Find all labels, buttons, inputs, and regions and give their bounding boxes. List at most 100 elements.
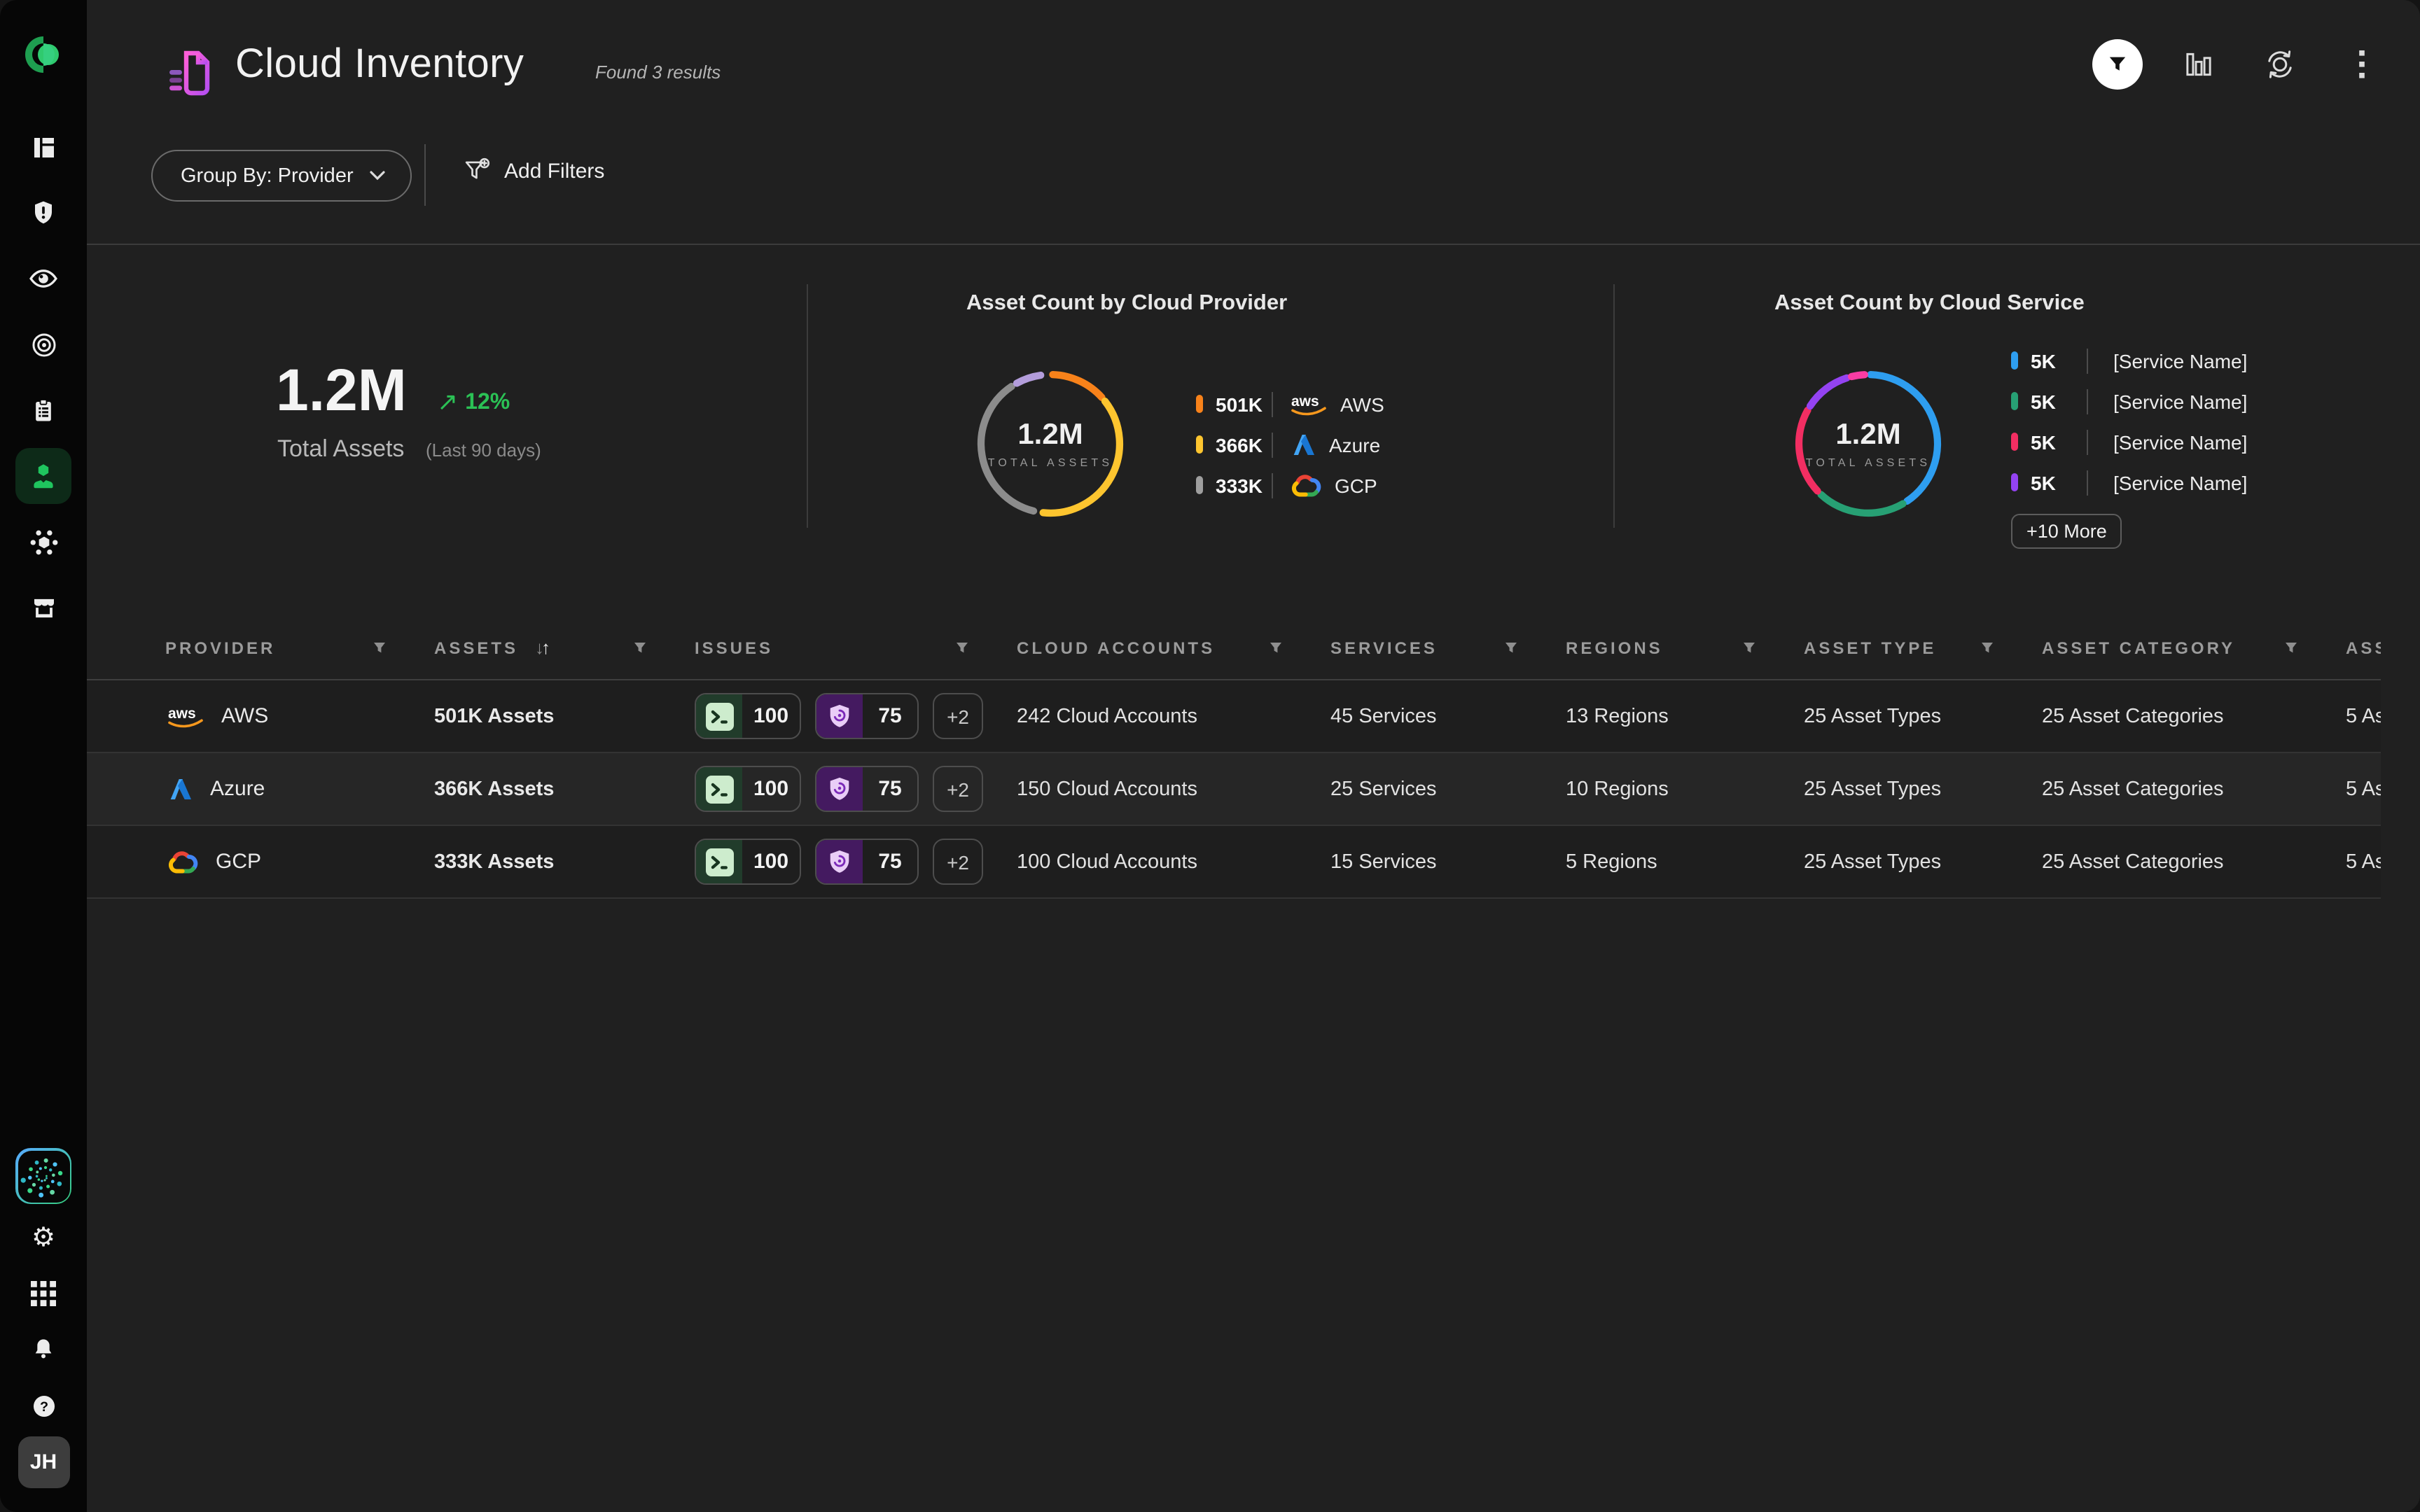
provider-donut[interactable]: 1.2M TOTAL ASSETS <box>972 365 1129 522</box>
sidebar-item-settings[interactable]: ⚙ <box>15 1210 71 1266</box>
column-header-assets-truncated[interactable]: ASS <box>2346 638 2381 657</box>
filter-icon <box>2109 57 2126 71</box>
service-chart-title: Asset Count by Cloud Service <box>1774 291 2085 315</box>
gear-icon: ⚙ <box>31 1223 56 1252</box>
ai-spiral-icon <box>20 1158 63 1198</box>
shield-spiral-icon <box>816 840 863 883</box>
table-row-aws[interactable]: aws AWS 501K Assets 100 <box>87 680 2381 753</box>
legend-swatch <box>2011 351 2018 370</box>
issue-badge-shield[interactable]: 75 <box>815 766 919 812</box>
filter-funnel-icon[interactable] <box>1742 640 1756 654</box>
sync-button[interactable] <box>2255 39 2305 90</box>
sort-toggle-icon[interactable]: ↓↑ <box>535 637 550 658</box>
user-avatar[interactable]: JH <box>15 1434 71 1490</box>
page-header: Cloud Inventory Found 3 results <box>87 0 2420 148</box>
column-header-asset-category[interactable]: ASSET CATEGORY <box>2042 638 2346 657</box>
issue-badge-more[interactable]: +2 <box>933 839 983 885</box>
filter-funnel-icon[interactable] <box>2284 640 2298 654</box>
filter-funnel-icon[interactable] <box>1269 640 1283 654</box>
sidebar-item-compliance[interactable] <box>15 382 71 438</box>
column-header-cloud-accounts[interactable]: CLOUD ACCOUNTS <box>1017 638 1330 657</box>
service-donut[interactable]: 1.2M TOTAL ASSETS <box>1790 365 1947 522</box>
azure-logo <box>170 778 191 799</box>
regions-cell: 13 Regions <box>1566 705 1669 727</box>
sidebar-item-help[interactable]: ? <box>15 1378 71 1434</box>
issue-badge-terminal[interactable]: 100 <box>695 839 802 885</box>
issue-badge-shield[interactable]: 75 <box>815 839 919 885</box>
services-cell: 45 Services <box>1330 705 1437 727</box>
issue-badge-shield[interactable]: 75 <box>815 693 919 739</box>
filter-toggle-button[interactable] <box>2092 39 2143 90</box>
column-header-regions[interactable]: REGIONS <box>1566 638 1804 657</box>
column-header-asset-type[interactable]: ASSET TYPE <box>1804 638 2042 657</box>
asset-category-cell: 25 Asset Categories <box>2042 850 2224 873</box>
total-assets-label: Total Assets <box>277 435 405 462</box>
services-cell: 25 Services <box>1330 778 1437 800</box>
dashboard-icon <box>34 137 53 157</box>
sidebar-item-dashboard[interactable] <box>15 119 71 175</box>
shield-spiral-icon <box>816 694 863 738</box>
more-menu-button[interactable] <box>2336 39 2386 90</box>
results-count: Found 3 results <box>595 62 721 83</box>
filter-funnel-icon[interactable] <box>955 640 969 654</box>
clipboard-icon <box>36 398 51 421</box>
sidebar-item-threats[interactable] <box>15 514 71 570</box>
chart-divider-2 <box>1613 284 1615 528</box>
issue-badge-terminal[interactable]: 100 <box>695 693 802 739</box>
sidebar-item-visibility[interactable] <box>15 251 71 307</box>
issue-badge-terminal[interactable]: 100 <box>695 766 802 812</box>
svg-text:?: ? <box>39 1399 48 1414</box>
add-filters-label: Add Filters <box>504 160 605 183</box>
filter-funnel-icon[interactable] <box>373 640 387 654</box>
asset-type-cell: 25 Asset Types <box>1804 778 1942 800</box>
sidebar-item-inventory-active[interactable] <box>15 448 71 504</box>
table-row-gcp[interactable]: GCP 333K Assets 100 75 <box>87 826 2381 899</box>
sidebar-item-notifications[interactable] <box>15 1322 71 1378</box>
inventory-icon <box>34 464 53 489</box>
section-divider <box>87 244 2420 245</box>
chart-view-button[interactable] <box>2174 39 2224 90</box>
assets-cell: 366K Assets <box>434 778 555 800</box>
table-row-azure[interactable]: Azure 366K Assets 100 75 <box>87 753 2381 826</box>
shield-spiral-icon <box>816 767 863 811</box>
group-by-dropdown[interactable]: Group By: Provider <box>151 150 412 202</box>
add-filters-button[interactable]: Add Filters <box>462 157 604 186</box>
provider-cell: Azure <box>165 775 434 803</box>
help-icon: ? <box>32 1394 55 1417</box>
table-header: PROVIDER ASSETS ↓↑ ISSUES CLOUD ACCOUNTS <box>87 616 2381 680</box>
assets-cell: 333K Assets <box>434 850 555 873</box>
issue-badge-more[interactable]: +2 <box>933 766 983 812</box>
sidebar-item-scope[interactable] <box>15 316 71 372</box>
filter-funnel-icon[interactable] <box>633 640 647 654</box>
ai-assistant-button[interactable] <box>15 1148 71 1204</box>
assets-cell: 501K Assets <box>434 705 555 727</box>
group-by-label: Group By: Provider <box>181 164 354 187</box>
main-area: Cloud Inventory Found 3 results <box>87 0 2420 1512</box>
inventory-table: PROVIDER ASSETS ↓↑ ISSUES CLOUD ACCOUNTS <box>87 616 2381 899</box>
filter-funnel-icon[interactable] <box>1504 640 1518 654</box>
legend-more-button[interactable]: +10 More <box>2011 514 2122 549</box>
legend-swatch <box>2011 433 2018 451</box>
column-header-services[interactable]: SERVICES <box>1330 638 1566 657</box>
brand-logo[interactable] <box>15 27 71 83</box>
column-header-assets[interactable]: ASSETS ↓↑ <box>434 637 695 658</box>
legend-item-service-3: 5K [Service Name] <box>2011 421 2247 462</box>
header-actions <box>2092 39 2386 90</box>
column-header-provider[interactable]: PROVIDER <box>165 638 434 657</box>
filter-funnel-icon[interactable] <box>1980 640 1994 654</box>
filter-plus-icon <box>465 158 490 179</box>
sidebar-item-marketplace[interactable] <box>15 580 71 636</box>
provider-chart-title: Asset Count by Cloud Provider <box>966 291 1288 315</box>
apps-grid-icon <box>31 1281 56 1306</box>
sidebar-item-apps[interactable] <box>15 1266 71 1322</box>
column-header-issues[interactable]: ISSUES <box>695 638 1017 657</box>
trend-up-icon: ↗ <box>437 388 459 416</box>
sidebar-item-alerts[interactable] <box>15 185 71 241</box>
legend-item-service-1: 5K [Service Name] <box>2011 340 2247 381</box>
bar-chart-icon <box>2186 52 2211 76</box>
issues-cell: 100 75 +2 <box>695 766 1017 812</box>
legend-swatch <box>1196 435 1203 454</box>
brand-logo-icon <box>25 36 59 73</box>
issue-badge-more[interactable]: +2 <box>933 693 983 739</box>
